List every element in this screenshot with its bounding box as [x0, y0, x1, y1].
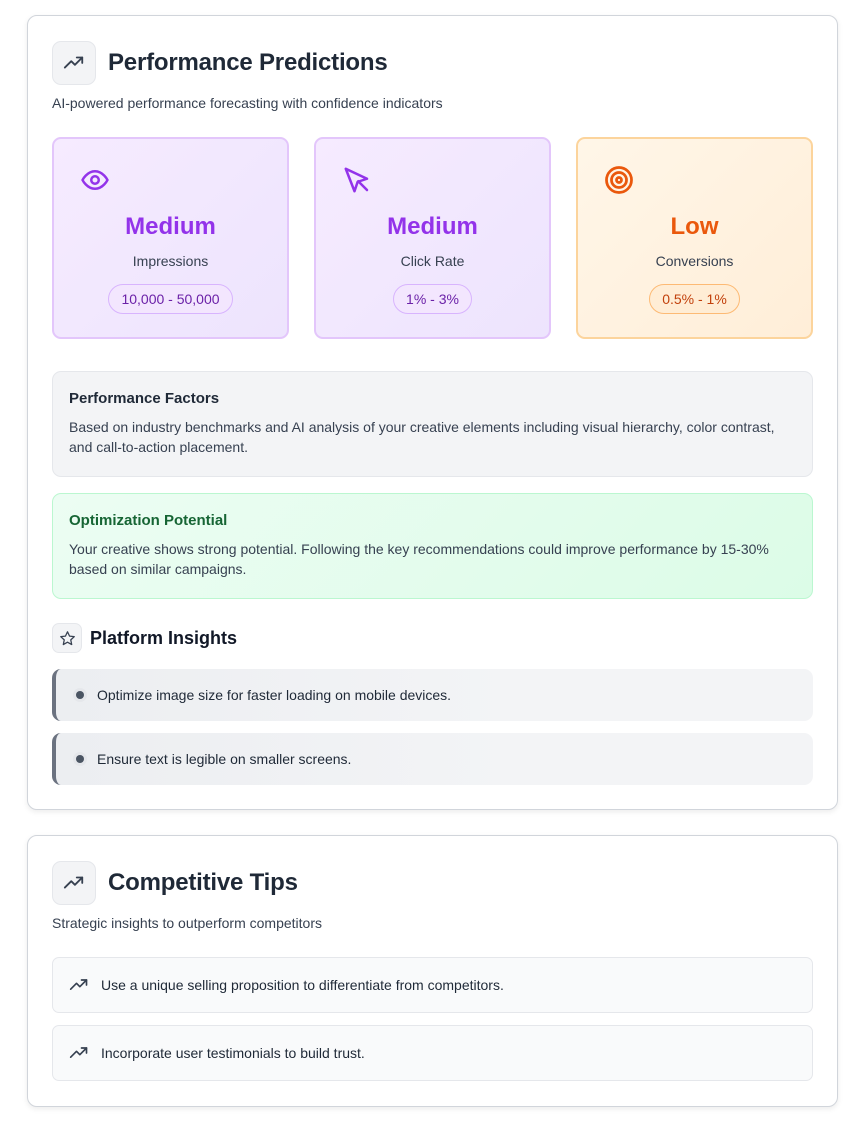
metric-range-badge: 1% - 3% [393, 284, 472, 314]
target-icon [604, 165, 634, 195]
metric-range-badge: 10,000 - 50,000 [108, 284, 233, 314]
performance-factors-text: Based on industry benchmarks and AI anal… [69, 419, 775, 455]
performance-subtitle: AI-powered performance forecasting with … [52, 95, 443, 111]
competitive-header: Competitive Tips [52, 861, 298, 905]
optimization-potential-box: Optimization Potential Your creative sho… [52, 493, 813, 599]
metric-card-click-rate: Medium Click Rate 1% - 3% [314, 137, 551, 339]
performance-header: Performance Predictions [52, 41, 388, 85]
metric-label: Impressions [132, 253, 209, 269]
trending-up-icon [52, 861, 96, 905]
insight-text: Ensure text is legible on smaller screen… [97, 751, 352, 767]
performance-factors-title: Performance Factors [69, 390, 220, 407]
metric-range-badge: 0.5% - 1% [649, 284, 740, 314]
performance-title: Performance Predictions [108, 49, 388, 76]
trending-up-icon [69, 975, 89, 995]
tip-text: Incorporate user testimonials to build t… [101, 1045, 365, 1061]
insight-text: Optimize image size for faster loading o… [97, 687, 452, 703]
metric-card-conversions: Low Conversions 0.5% - 1% [576, 137, 813, 339]
eye-icon [80, 165, 110, 195]
platform-insights-title: Platform Insights [90, 627, 238, 648]
star-icon [52, 623, 82, 653]
metric-level: Medium [125, 213, 216, 240]
tip-item: Incorporate user testimonials to build t… [52, 1025, 813, 1081]
bullet-dot-icon [73, 752, 87, 766]
competitive-subtitle: Strategic insights to outperform competi… [52, 915, 323, 931]
performance-predictions-card: Performance Predictions AI-powered perfo… [27, 15, 838, 810]
tip-item: Use a unique selling proposition to diff… [52, 957, 813, 1013]
platform-insights-header: Platform Insights [52, 623, 237, 653]
competitive-title: Competitive Tips [108, 869, 298, 896]
insight-item: Ensure text is legible on smaller screen… [52, 733, 813, 785]
metric-card-impressions: Medium Impressions 10,000 - 50,000 [52, 137, 289, 339]
optimization-potential-text: Your creative shows strong potential. Fo… [69, 541, 769, 577]
metrics-row: Medium Impressions 10,000 - 50,000 Mediu… [52, 137, 813, 339]
competitive-tips-card: Competitive Tips Strategic insights to o… [27, 835, 838, 1107]
metric-level: Low [670, 213, 719, 240]
metric-label: Click Rate [400, 253, 465, 269]
optimization-potential-title: Optimization Potential [69, 512, 228, 529]
metric-level: Medium [387, 213, 478, 240]
trending-up-icon [52, 41, 96, 85]
bullet-dot-icon [73, 688, 87, 702]
tip-text: Use a unique selling proposition to diff… [101, 977, 504, 993]
cursor-pointer-icon [342, 165, 372, 195]
trending-up-icon [69, 1043, 89, 1063]
insight-item: Optimize image size for faster loading o… [52, 669, 813, 721]
metric-label: Conversions [655, 253, 734, 269]
performance-factors-box: Performance Factors Based on industry be… [52, 371, 813, 477]
